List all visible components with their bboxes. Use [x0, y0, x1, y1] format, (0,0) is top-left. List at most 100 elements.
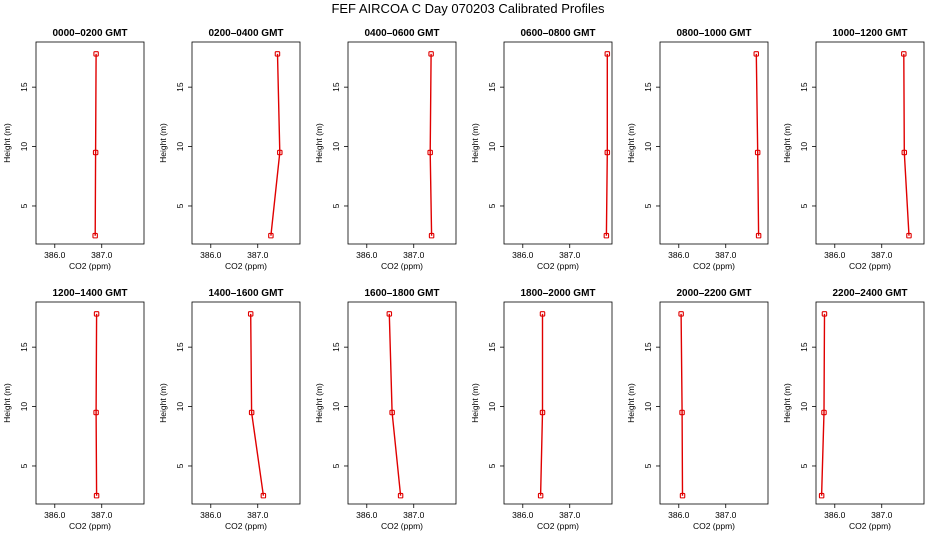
y-tick-label: 5	[331, 203, 341, 208]
x-axis-label: CO2 (ppm)	[849, 261, 891, 271]
y-tick-label: 15	[19, 82, 29, 92]
plot-frame	[815, 41, 925, 245]
profile-point	[247, 311, 254, 317]
x-tick-label: 387.0	[559, 250, 581, 260]
panel-title: 2000–2200 GMT	[676, 288, 751, 299]
profile-point	[821, 409, 827, 416]
x-axis-label: CO2 (ppm)	[849, 521, 891, 531]
profile-line	[250, 313, 265, 496]
x-tick-label: 386.0	[668, 510, 690, 520]
profile-panel: 2000–2200 GMT 386.0 387.0 5 10 15 CO2 (ppm) Hei…	[626, 288, 769, 531]
y-tick-label: 5	[487, 203, 497, 208]
y-axis-label: Height (m)	[626, 123, 636, 163]
x-tick-label: 387.0	[247, 510, 269, 520]
x-tick-label: 386.0	[200, 510, 222, 520]
panel-title: 2200–2400 GMT	[832, 288, 907, 299]
y-axis-label: Height (m)	[158, 123, 168, 163]
y-axis-label: Height (m)	[158, 383, 168, 423]
y-tick-label: 5	[643, 463, 653, 468]
y-axis-label: Height (m)	[2, 383, 12, 423]
x-tick-label: 387.0	[715, 510, 737, 520]
y-tick-label: 15	[799, 342, 809, 352]
x-axis-label: CO2 (ppm)	[693, 521, 735, 531]
x-tick-label: 386.0	[824, 250, 846, 260]
profile-point	[427, 149, 433, 156]
plot-frame	[815, 301, 925, 505]
y-tick-label: 10	[19, 142, 29, 152]
profile-point	[274, 51, 281, 57]
profile-point	[755, 232, 762, 239]
x-tick-label: 387.0	[871, 510, 893, 520]
x-tick-label: 387.0	[247, 250, 269, 260]
profile-point	[753, 51, 760, 57]
y-tick-label: 5	[19, 203, 29, 208]
profile-point	[248, 409, 255, 416]
y-tick-label: 15	[19, 342, 29, 352]
profile-panel: 1200–1400 GMT 386.0 387.0 5 10 15 CO2 (ppm) Hei…	[2, 288, 145, 531]
x-tick-label: 386.0	[200, 250, 222, 260]
y-tick-label: 15	[643, 82, 653, 92]
plot-frame	[503, 41, 613, 245]
x-tick-label: 386.0	[356, 510, 378, 520]
profile-panel: 0800–1000 GMT 386.0 387.0 5 10 15 CO2 (ppm) Hei…	[626, 28, 769, 271]
profile-point	[93, 51, 99, 57]
profile-panel: 1600–1800 GMT 386.0 387.0 5 10 15 CO2 (ppm) Hei…	[314, 288, 457, 531]
profile-line	[270, 53, 281, 236]
profile-point	[389, 409, 395, 416]
profile-point	[754, 149, 761, 156]
y-tick-label: 10	[643, 142, 653, 152]
profile-point	[906, 232, 912, 239]
y-axis-label: Height (m)	[314, 123, 324, 163]
profile-line	[94, 53, 97, 236]
panel-title: 1800–2000 GMT	[520, 288, 595, 299]
y-tick-label: 10	[19, 402, 29, 412]
x-tick-label: 387.0	[403, 510, 425, 520]
y-tick-label: 5	[19, 463, 29, 468]
y-tick-label: 15	[175, 342, 185, 352]
profile-point	[678, 311, 684, 317]
y-tick-label: 15	[175, 82, 185, 92]
profile-point	[92, 232, 98, 239]
y-tick-label: 10	[175, 142, 185, 152]
x-axis-label: CO2 (ppm)	[693, 261, 735, 271]
profile-point	[679, 409, 685, 416]
panel-title: 0800–1000 GMT	[676, 28, 751, 39]
profile-line	[903, 53, 910, 236]
profile-panel: 2200–2400 GMT 386.0 387.0 5 10 15 CO2 (ppm) Hei…	[782, 288, 925, 531]
profile-point	[428, 232, 435, 239]
panel-title: 1400–1600 GMT	[208, 288, 283, 299]
plot-frame	[191, 301, 301, 505]
profile-panel: 0600–0800 GMT 386.0 387.0 5 10 15 CO2 (ppm) Hei…	[470, 28, 613, 271]
panel-grid: 0000–0200 GMT 386.0 387.0 5 10 15 CO2 (ppm) Hei…	[2, 28, 925, 531]
profile-point	[679, 492, 686, 499]
y-axis-label: Height (m)	[314, 383, 324, 423]
profile-panel: 0200–0400 GMT 386.0 387.0 5 10 15 CO2 (ppm) Hei…	[158, 28, 301, 271]
plot-frame	[35, 41, 145, 245]
plot-frame	[35, 301, 145, 505]
profile-line	[755, 53, 760, 236]
profile-point	[260, 492, 267, 499]
plot-frame	[347, 41, 457, 245]
profile-point	[93, 409, 99, 416]
y-tick-label: 15	[799, 82, 809, 92]
y-tick-label: 10	[799, 402, 809, 412]
figure-title: FEF AIRCOA C Day 070203 Calibrated Profi…	[331, 1, 605, 16]
x-tick-label: 386.0	[824, 510, 846, 520]
x-axis-label: CO2 (ppm)	[381, 261, 423, 271]
x-axis-label: CO2 (ppm)	[537, 521, 579, 531]
y-tick-label: 15	[643, 342, 653, 352]
profile-line	[539, 313, 544, 496]
profile-point	[386, 311, 393, 317]
y-tick-label: 5	[799, 203, 809, 208]
plot-frame	[347, 301, 457, 505]
y-axis-label: Height (m)	[782, 383, 792, 423]
plot-frame	[503, 301, 613, 505]
y-tick-label: 5	[643, 203, 653, 208]
profile-panel: 0000–0200 GMT 386.0 387.0 5 10 15 CO2 (ppm) Hei…	[2, 28, 145, 271]
profile-panel: 1000–1200 GMT 386.0 387.0 5 10 15 CO2 (ppm) Hei…	[782, 28, 925, 271]
profile-point	[93, 311, 100, 317]
y-tick-label: 5	[331, 463, 341, 468]
y-tick-label: 5	[175, 463, 185, 468]
plot-frame	[659, 301, 769, 505]
